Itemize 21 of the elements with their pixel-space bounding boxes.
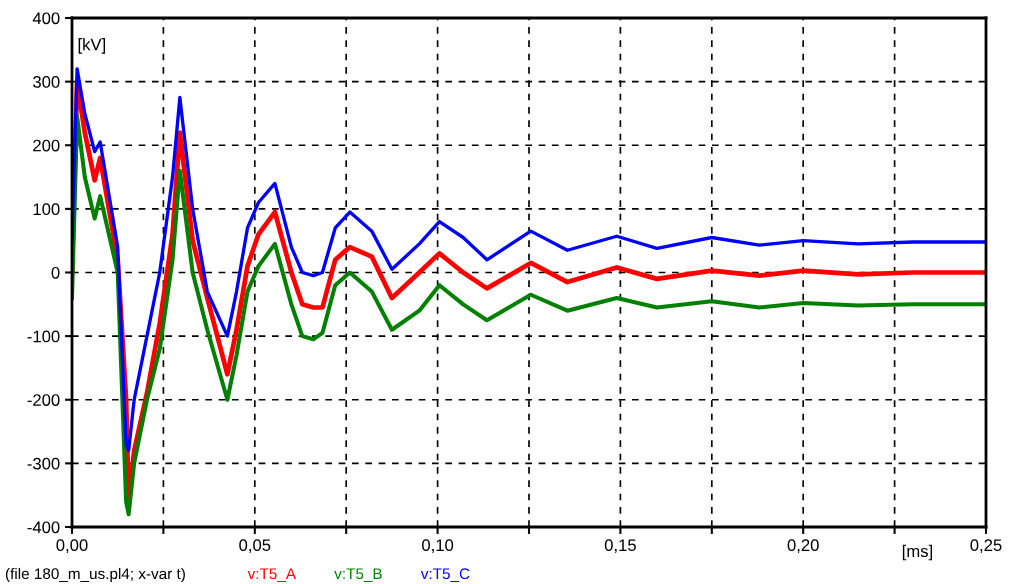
y-tick-label: -200 xyxy=(27,394,60,406)
text: v:T5_A xyxy=(247,568,297,582)
text: (file 180_m_us.pl4; x-var t) xyxy=(5,567,185,583)
y-axis-title: [kV] xyxy=(78,38,106,54)
x-tick-label: 0,05 xyxy=(239,539,271,554)
x-tick-label: 0,10 xyxy=(422,539,454,554)
x-tick-label: 0,25 xyxy=(970,539,1002,554)
y-tick-label: -100 xyxy=(27,330,60,343)
text: v:T5_C xyxy=(420,568,470,582)
y-tick-label: 400 xyxy=(32,12,60,25)
y-tick-label: 0 xyxy=(51,266,60,279)
text: v:T5_B xyxy=(334,568,382,582)
y-tick-label: -300 xyxy=(27,457,60,470)
y-tick-label: 200 xyxy=(33,139,60,152)
x-axis-title: [ms] xyxy=(902,544,932,561)
x-tick-label: 0,20 xyxy=(787,539,819,554)
y-tick-label: -400 xyxy=(27,521,60,534)
x-tick-label: 0,15 xyxy=(604,539,636,554)
y-tick-label: 300 xyxy=(33,76,60,88)
y-tick-label: 100 xyxy=(33,203,60,216)
x-tick-label: 0,00 xyxy=(56,539,88,554)
